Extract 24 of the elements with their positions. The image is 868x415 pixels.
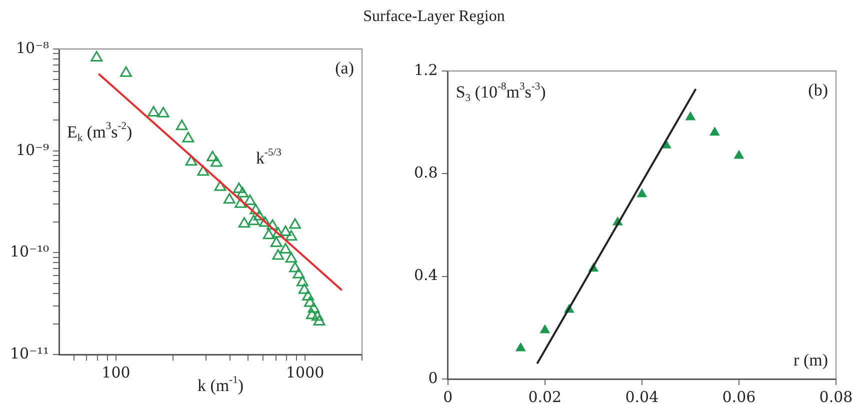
y-tick-label: 10⁻¹⁰ [10,242,50,261]
point [710,127,720,136]
text: Surface-Layer Region [362,8,506,26]
point [516,342,526,352]
y-tick-label: 10⁻¹¹ [10,344,50,362]
y-tick-label: 10⁻⁸ [16,38,50,57]
annotation: (b) [808,80,828,100]
x-tick-label: 0.06 [722,388,756,406]
x-tick-label: 0 [443,388,453,406]
point [734,150,744,159]
point [637,188,647,198]
y-tick-label: 0.4 [414,266,438,284]
x-tick-label: 0.02 [528,388,562,406]
point [686,112,696,120]
x-tick-label: 0.08 [819,388,853,406]
x-tick-label: 0.04 [625,388,659,406]
annotation: (a) [335,58,354,78]
x-tick-label: 1000 [286,363,324,382]
x-tick-label: 100 [102,363,130,382]
y-tick-label: 1.2 [414,60,438,79]
x-axis-title: r (m) [794,350,828,370]
y-tick-label: 10⁻⁹ [16,140,50,159]
point [540,324,550,334]
y-tick-label: 0.8 [414,164,438,182]
